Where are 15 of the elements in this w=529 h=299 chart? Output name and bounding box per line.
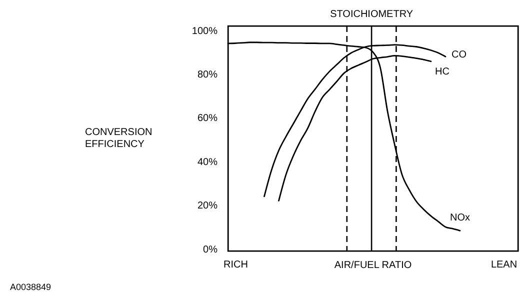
- y-axis-title: CONVERSION EFFICIENCY: [85, 127, 152, 150]
- y-tick-label: 20%: [197, 200, 218, 212]
- series-label: CO: [452, 50, 467, 61]
- series-label: HC: [435, 66, 450, 78]
- x-tick-label: RICH: [224, 260, 248, 270]
- y-tick-label: 0%: [203, 244, 218, 256]
- y-tick-label: 40%: [197, 156, 218, 168]
- x-axis-title: AIR/FUEL RATIO: [334, 260, 412, 271]
- series-label: NOx: [450, 212, 470, 224]
- text: A0038849: [10, 282, 52, 292]
- x-tick-label: LEAN: [490, 260, 518, 270]
- text: STOICHIOMETRY: [330, 9, 414, 20]
- y-tick-label: 100%: [192, 26, 218, 37]
- y-tick-label: 80%: [197, 70, 218, 81]
- y-tick-label: 60%: [197, 113, 218, 124]
